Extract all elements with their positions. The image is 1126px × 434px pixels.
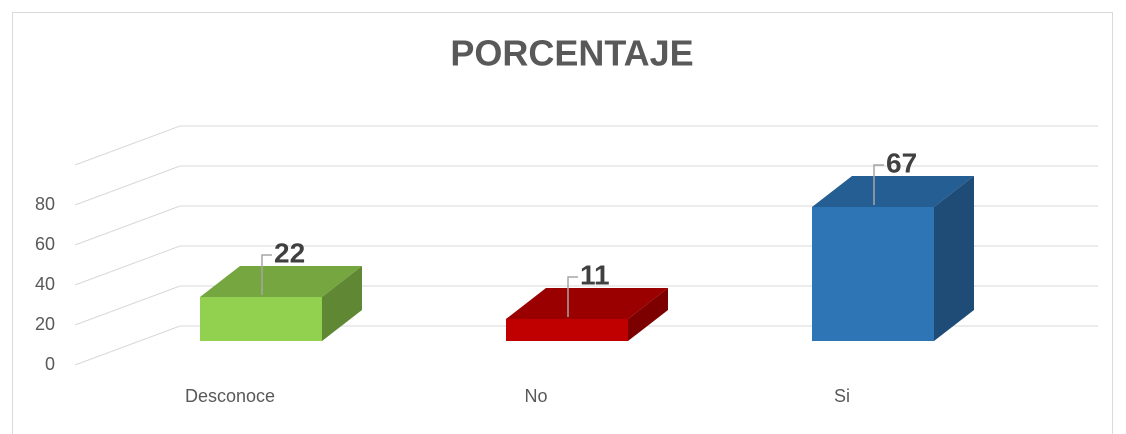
- y-tick-label: 0: [45, 354, 55, 374]
- chart-title: PORCENTAJE: [450, 33, 693, 74]
- x-tick-label: No: [524, 386, 547, 406]
- bar: [506, 319, 628, 341]
- data-label: 11: [580, 259, 610, 290]
- y-tick-label: 40: [35, 274, 55, 294]
- bar-side: [934, 176, 974, 341]
- leader-line: [873, 164, 884, 205]
- bar-side: [322, 266, 362, 341]
- y-tick-label: 60: [35, 234, 55, 254]
- x-tick-label: Desconoce: [185, 386, 275, 406]
- grid-line: [74, 205, 181, 246]
- bar-top: [200, 266, 362, 297]
- bar: [812, 207, 934, 341]
- y-tick-label: 20: [35, 314, 55, 334]
- grid-line: [74, 165, 181, 206]
- bar-top: [812, 176, 974, 207]
- leader-line: [567, 276, 578, 317]
- y-tick-label: 80: [35, 194, 55, 214]
- grid-line: [74, 125, 181, 166]
- grid-line: [74, 325, 181, 366]
- bar-side: [628, 288, 668, 341]
- grid-line: [74, 285, 181, 326]
- bar-top: [506, 288, 668, 319]
- bar: [200, 297, 322, 341]
- leader-line: [261, 254, 272, 295]
- grid-line: [74, 245, 181, 286]
- data-label: 22: [274, 237, 305, 268]
- x-tick-label: Si: [834, 386, 850, 406]
- data-label: 67: [886, 147, 917, 178]
